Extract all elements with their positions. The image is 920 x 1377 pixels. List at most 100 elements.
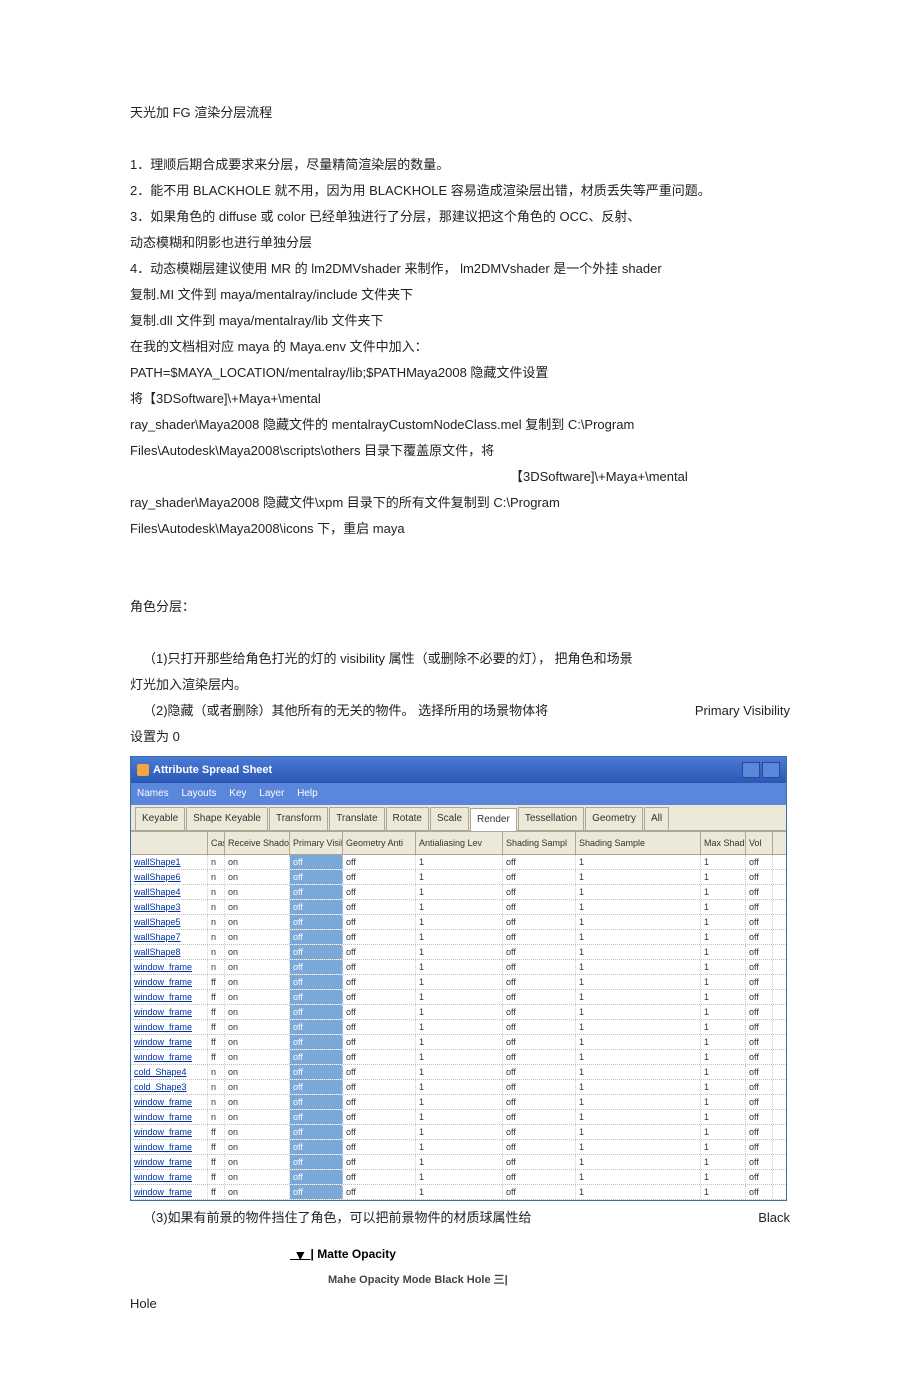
collapse-triangle-icon[interactable]: ▼: [293, 1247, 307, 1263]
table-row[interactable]: cold_Shape4nonoffoff1off11off: [131, 1065, 786, 1080]
table-row[interactable]: wallShape5nonoffoff1off11off: [131, 915, 786, 930]
col-header[interactable]: Shading Sampl: [503, 832, 576, 854]
table-row[interactable]: window_framenonoffoff1off11off: [131, 1110, 786, 1125]
matte-mode-label: Mahe Opacity Mode Black Hole 三|: [328, 1269, 508, 1291]
cell: off: [503, 855, 576, 869]
tab-rotate[interactable]: Rotate: [386, 807, 429, 830]
cell: 1: [416, 1065, 503, 1079]
table-row[interactable]: wallShape4nonoffoff1off11off: [131, 885, 786, 900]
cell: off: [290, 1170, 343, 1184]
tab-transform[interactable]: Transform: [269, 807, 328, 830]
cell: window_frame: [131, 1035, 208, 1049]
cell: on: [225, 990, 290, 1004]
cell: off: [343, 1170, 416, 1184]
col-header[interactable]: Geometry Anti: [343, 832, 416, 854]
cell: wallShape7: [131, 930, 208, 944]
section2-title: 角色分层：: [130, 594, 790, 620]
cell: cold_Shape4: [131, 1065, 208, 1079]
cell: off: [343, 1050, 416, 1064]
table-row[interactable]: window_framenonoffoff1off11off: [131, 960, 786, 975]
table-row[interactable]: window_frameffonoffoff1off11off: [131, 1005, 786, 1020]
table-row[interactable]: wallShape1nonoffoff1off11off: [131, 855, 786, 870]
col-header[interactable]: [131, 832, 208, 854]
cell: 1: [576, 1140, 701, 1154]
table-row[interactable]: window_frameffonoffoff1off11off: [131, 1125, 786, 1140]
col-header[interactable]: Max Shading S: [701, 832, 746, 854]
cell: off: [503, 915, 576, 929]
cell: 1: [576, 885, 701, 899]
table-row[interactable]: window_frameffonoffoff1off11off: [131, 1140, 786, 1155]
col-header[interactable]: Primary Visibility: [290, 832, 343, 854]
cell: off: [503, 1155, 576, 1169]
cell: off: [343, 1125, 416, 1139]
cell: off: [343, 930, 416, 944]
cell: on: [225, 1155, 290, 1169]
menu-layouts[interactable]: Layouts: [181, 788, 216, 799]
table-row[interactable]: wallShape8nonoffoff1off11off: [131, 945, 786, 960]
tab-scale[interactable]: Scale: [430, 807, 469, 830]
menu-help[interactable]: Help: [297, 788, 318, 799]
table-row[interactable]: wallShape7nonoffoff1off11off: [131, 930, 786, 945]
tab-geometry[interactable]: Geometry: [585, 807, 643, 830]
table-row[interactable]: window_frameffonoffoff1off11off: [131, 975, 786, 990]
table-row[interactable]: window_frameffonoffoff1off11off: [131, 1185, 786, 1200]
cell: off: [290, 1065, 343, 1079]
menu-layer[interactable]: Layer: [259, 788, 284, 799]
tab-translate[interactable]: Translate: [329, 807, 384, 830]
window-titlebar[interactable]: Attribute Spread Sheet: [131, 757, 786, 783]
cell: off: [290, 1020, 343, 1034]
cell: on: [225, 1095, 290, 1109]
cell: off: [503, 975, 576, 989]
table-row[interactable]: window_framenonoffoff1off11off: [131, 1095, 786, 1110]
cell: off: [290, 1185, 343, 1199]
tab-all[interactable]: All: [644, 807, 669, 830]
col-header[interactable]: Shading Sample: [576, 832, 701, 854]
col-header[interactable]: Antialiasing Lev: [416, 832, 503, 854]
table-row[interactable]: window_frameffonoffoff1off11off: [131, 1035, 786, 1050]
cell: 1: [701, 1170, 746, 1184]
tab-tessellation[interactable]: Tessellation: [518, 807, 584, 830]
cell: off: [746, 1080, 773, 1094]
cell: off: [503, 1005, 576, 1019]
cell: 1: [416, 1080, 503, 1094]
table-row[interactable]: window_frameffonoffoff1off11off: [131, 1155, 786, 1170]
cell: off: [746, 1125, 773, 1139]
menu-names[interactable]: Names: [137, 788, 169, 799]
cell: window_frame: [131, 1050, 208, 1064]
tabs: KeyableShape KeyableTransformTranslateRo…: [131, 805, 786, 831]
table-row[interactable]: cold_Shape3nonoffoff1off11off: [131, 1080, 786, 1095]
cell: 1: [576, 960, 701, 974]
black-label: Black: [745, 1205, 790, 1231]
table-row[interactable]: wallShape3nonoffoff1off11off: [131, 900, 786, 915]
cell: on: [225, 930, 290, 944]
cell: window_frame: [131, 1020, 208, 1034]
cell: window_frame: [131, 960, 208, 974]
table-row[interactable]: window_frameffonoffoff1off11off: [131, 1020, 786, 1035]
primary-visibility-label: Primary Visibility: [682, 698, 790, 724]
menu-key[interactable]: Key: [229, 788, 246, 799]
tab-keyable[interactable]: Keyable: [135, 807, 185, 830]
cell: 1: [576, 855, 701, 869]
tab-shape-keyable[interactable]: Shape Keyable: [186, 807, 268, 830]
cell: 1: [416, 1005, 503, 1019]
tab-render[interactable]: Render: [470, 808, 517, 831]
table-row[interactable]: wallShape6nonoffoff1off11off: [131, 870, 786, 885]
cell: 1: [416, 870, 503, 884]
col-header[interactable]: Casts Shadows: [208, 832, 225, 854]
cell: n: [208, 960, 225, 974]
table-row[interactable]: window_frameffonoffoff1off11off: [131, 990, 786, 1005]
cell: ff: [208, 1140, 225, 1154]
cell: n: [208, 1110, 225, 1124]
col-header[interactable]: Vol: [746, 832, 773, 854]
table-row[interactable]: window_frameffonoffoff1off11off: [131, 1050, 786, 1065]
cell: ff: [208, 1185, 225, 1199]
maximize-button[interactable]: [762, 762, 780, 778]
cell: off: [343, 1065, 416, 1079]
col-header[interactable]: Receive Shado: [225, 832, 290, 854]
cell: wallShape6: [131, 870, 208, 884]
minimize-button[interactable]: [742, 762, 760, 778]
table-row[interactable]: window_frameffonoffoff1off11off: [131, 1170, 786, 1185]
cell: window_frame: [131, 1155, 208, 1169]
cell: off: [290, 855, 343, 869]
cell: off: [290, 945, 343, 959]
